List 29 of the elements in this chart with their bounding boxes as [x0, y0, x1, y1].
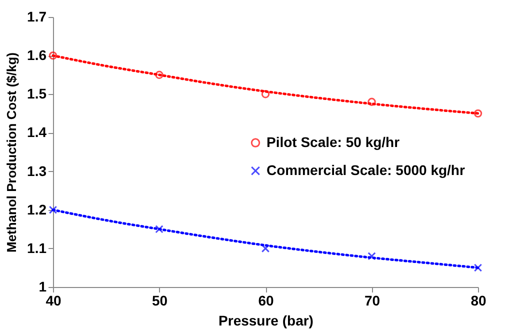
line-series	[52, 54, 480, 115]
y-tick-label: 1.6	[27, 47, 47, 64]
point	[48, 206, 58, 214]
y-tick-label: 1.3	[27, 162, 47, 179]
y-axis-title: Methanol Production Cost ($/kg)	[4, 52, 20, 253]
x-tick-label: 70	[364, 292, 380, 308]
y-tick-label: 1	[38, 278, 47, 294]
point	[474, 109, 482, 118]
point	[261, 90, 270, 98]
y-tick-label: 1.7	[27, 8, 47, 24]
legend-label: Commercial Scale: 5000 kg/hr	[266, 162, 466, 178]
x-tick-label: 60	[258, 292, 274, 308]
point	[474, 264, 482, 272]
y-tick-label: 1.1	[27, 240, 47, 256]
legend-label: Pilot Scale: 50 kg/hr	[266, 134, 400, 150]
point	[48, 51, 58, 60]
y-tick-label: 1.5	[27, 86, 47, 102]
y-tick-label: 1.2	[27, 201, 47, 218]
point	[155, 225, 164, 234]
point	[261, 244, 270, 253]
line-series	[52, 208, 480, 269]
y-tick-label: 1.4	[27, 124, 47, 140]
point	[368, 252, 376, 260]
x-tick-label: 80	[470, 292, 486, 308]
x-axis-title: Pressure (bar)	[218, 312, 314, 328]
x-tick-label: 40	[46, 292, 62, 308]
point	[155, 70, 164, 79]
point	[368, 98, 376, 106]
x-tick-label: 50	[152, 292, 168, 308]
